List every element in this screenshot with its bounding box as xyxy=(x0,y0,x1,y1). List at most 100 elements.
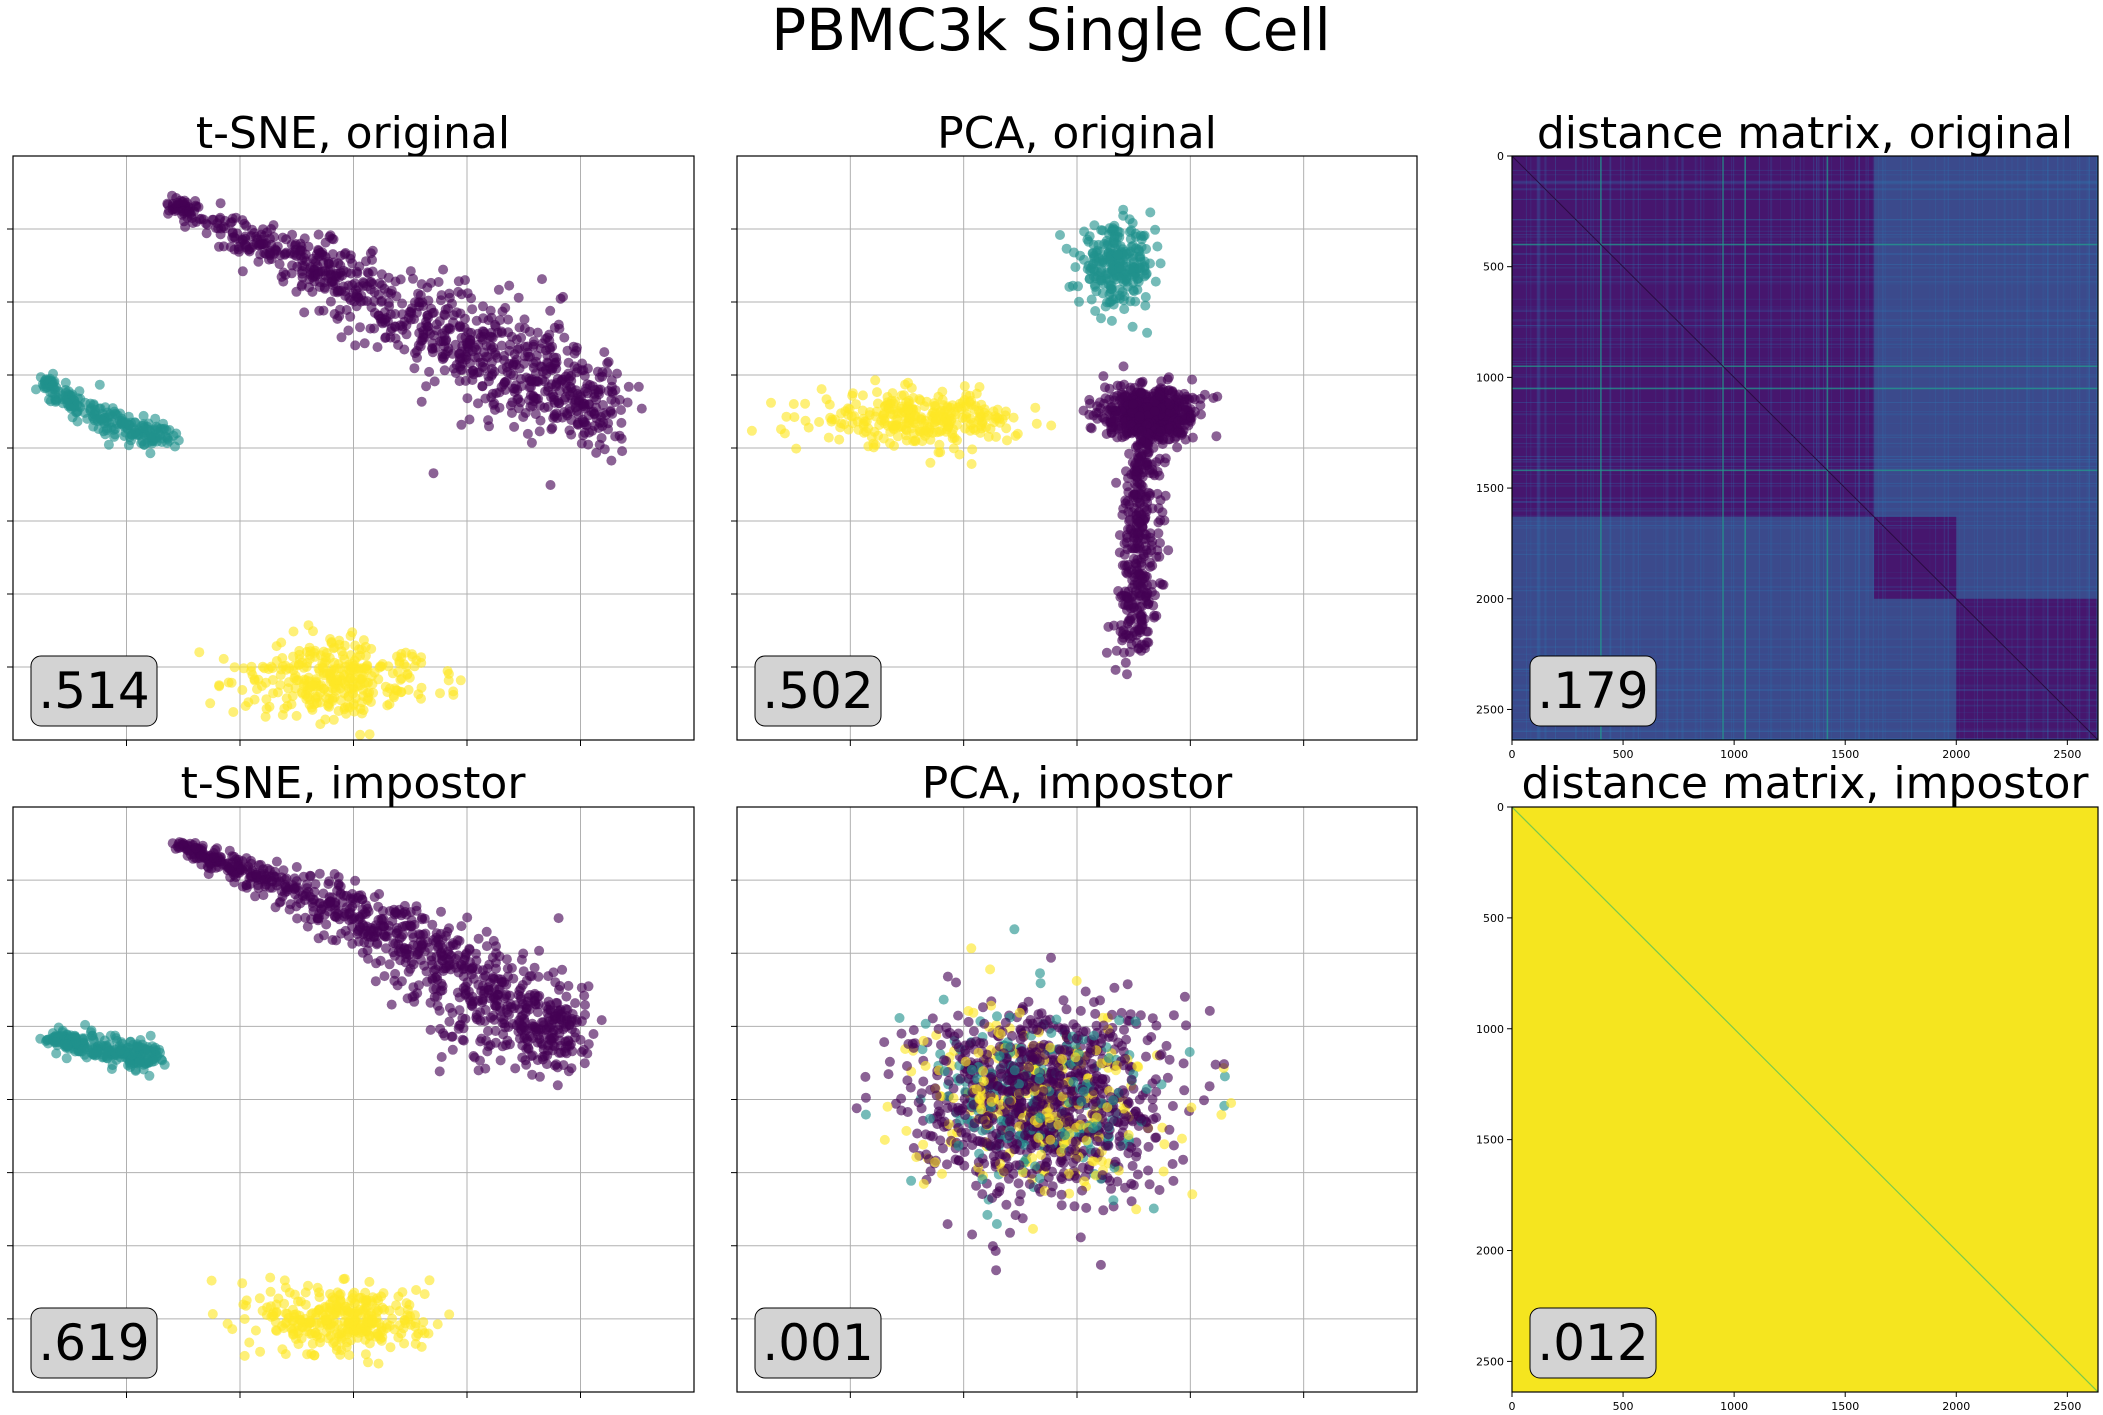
y-tick-label: 2000 xyxy=(1476,593,1504,606)
data-point xyxy=(1152,488,1163,499)
data-point xyxy=(299,307,310,318)
data-point xyxy=(358,295,369,306)
data-point xyxy=(288,1316,299,1326)
data-point xyxy=(1178,1058,1189,1069)
data-point xyxy=(484,421,494,432)
data-point xyxy=(1108,620,1119,631)
data-point xyxy=(271,1299,282,1310)
data-point xyxy=(925,457,936,468)
data-point xyxy=(439,365,450,376)
data-point xyxy=(94,379,105,390)
data-point xyxy=(444,1002,455,1013)
data-point xyxy=(347,676,358,686)
data-point xyxy=(505,400,516,411)
panel-title-tsne-impostor: t-SNE, impostor xyxy=(181,758,527,809)
data-point xyxy=(1069,247,1079,258)
data-point xyxy=(551,997,562,1008)
data-point xyxy=(459,322,470,333)
data-point xyxy=(473,398,483,409)
data-point xyxy=(89,415,100,426)
data-point xyxy=(319,930,329,941)
data-point xyxy=(269,248,279,259)
data-point xyxy=(126,429,137,440)
data-point xyxy=(622,397,633,408)
data-point xyxy=(390,938,401,949)
data-point xyxy=(456,921,467,932)
data-point xyxy=(379,971,390,982)
x-tick-label: 500 xyxy=(1613,748,1634,761)
data-point xyxy=(294,649,305,660)
score-value: .179 xyxy=(1537,662,1648,720)
plot-tsne-original: .514 xyxy=(7,155,695,746)
data-point xyxy=(834,434,845,445)
data-point xyxy=(766,397,776,408)
data-point xyxy=(214,214,225,225)
data-point xyxy=(531,394,542,404)
data-point xyxy=(411,1331,422,1342)
data-point xyxy=(532,1007,543,1018)
data-point xyxy=(373,1358,384,1369)
data-point xyxy=(1163,545,1174,556)
data-point xyxy=(277,232,288,243)
data-point xyxy=(1104,297,1115,308)
data-point xyxy=(288,1329,299,1340)
data-point xyxy=(421,381,432,392)
data-point xyxy=(1127,263,1138,274)
data-point xyxy=(333,268,344,279)
data-point xyxy=(287,229,298,240)
data-point xyxy=(352,1332,363,1343)
data-point xyxy=(485,978,495,988)
data-point xyxy=(1124,214,1135,225)
data-point xyxy=(168,430,179,441)
data-point xyxy=(617,446,628,457)
data-point xyxy=(408,273,418,284)
data-point xyxy=(267,876,278,887)
data-point xyxy=(579,427,590,438)
data-point xyxy=(966,395,977,406)
data-point xyxy=(493,284,504,295)
data-point xyxy=(453,1023,464,1034)
data-point xyxy=(576,1016,587,1027)
data-point xyxy=(503,1022,514,1033)
data-point xyxy=(274,259,285,270)
data-point xyxy=(349,278,360,289)
plot-pca-impostor: .001 xyxy=(731,806,1418,1398)
data-point xyxy=(198,214,209,225)
data-point xyxy=(870,375,881,386)
data-point xyxy=(1074,296,1084,307)
data-point xyxy=(399,900,410,911)
data-point xyxy=(328,714,339,725)
data-point xyxy=(1105,280,1116,291)
data-point xyxy=(1155,383,1166,394)
data-point xyxy=(344,1350,355,1361)
data-point xyxy=(1155,426,1166,437)
plot-pca-original: .502 xyxy=(731,155,1418,746)
data-point xyxy=(416,682,427,693)
data-point xyxy=(1136,426,1147,437)
x-tick-label: 2000 xyxy=(1942,748,1970,761)
data-point xyxy=(468,369,479,380)
data-point xyxy=(541,1059,552,1070)
data-point xyxy=(345,907,356,918)
data-point xyxy=(389,692,399,703)
data-point xyxy=(1196,409,1206,420)
data-point xyxy=(374,662,385,673)
data-point xyxy=(389,950,400,961)
data-point xyxy=(538,1044,549,1055)
data-point xyxy=(343,325,354,336)
data-point xyxy=(583,439,594,450)
data-point xyxy=(1079,254,1089,265)
data-point xyxy=(1098,371,1109,382)
data-point xyxy=(158,418,169,429)
data-point xyxy=(1139,614,1150,624)
data-point xyxy=(86,1030,97,1041)
data-point xyxy=(948,443,959,454)
data-point xyxy=(194,647,205,658)
data-point xyxy=(480,393,491,404)
data-point xyxy=(1140,591,1151,602)
data-point xyxy=(606,455,617,466)
data-point xyxy=(1146,545,1157,556)
data-point xyxy=(211,223,221,234)
data-point xyxy=(542,1008,553,1019)
data-point xyxy=(142,424,153,435)
